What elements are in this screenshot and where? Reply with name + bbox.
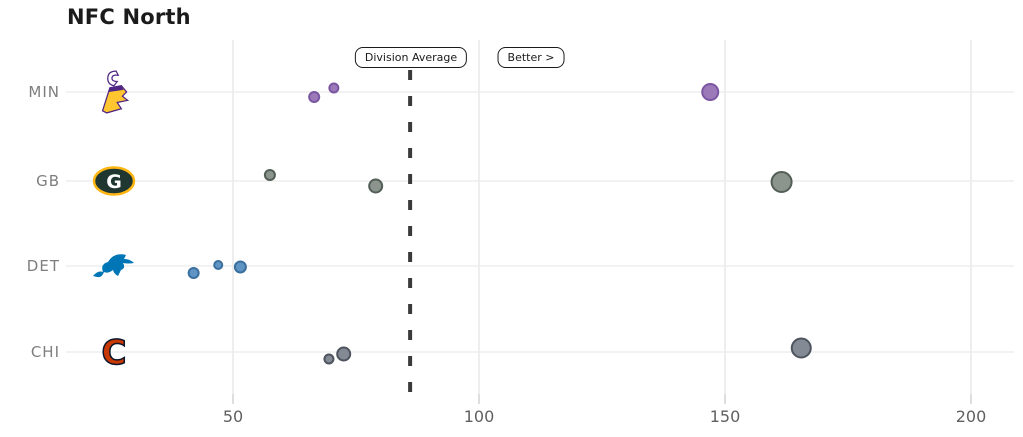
gb-data-point-2[interactable]	[368, 178, 384, 194]
x-tick-label-100: 100	[464, 407, 495, 426]
y-axis-label-gb: GB	[36, 172, 60, 190]
svg-text:C: C	[102, 333, 127, 373]
detroit-lions-logo	[90, 246, 138, 292]
y-axis-label-chi: CHI	[31, 343, 60, 361]
gb-data-point-3[interactable]	[770, 171, 793, 193]
minnesota-vikings-logo	[92, 69, 134, 119]
y-axis-label-det: DET	[27, 257, 60, 275]
green-bay-packers-logo: G	[92, 163, 136, 203]
svg-text:G: G	[106, 171, 122, 193]
det-data-point-3[interactable]	[233, 260, 247, 274]
chi-data-point-2[interactable]	[336, 346, 352, 362]
chicago-bears-logo: C	[92, 330, 136, 378]
x-tick-label-50: 50	[223, 407, 243, 426]
min-data-point-1[interactable]	[308, 91, 321, 103]
x-tick-label-200: 200	[956, 407, 987, 426]
x-tick-label-150: 150	[710, 407, 741, 426]
min-data-point-3[interactable]	[701, 83, 720, 101]
gb-data-point-1[interactable]	[263, 169, 276, 181]
y-axis-label-min: MIN	[28, 83, 60, 101]
division-average-label: Division Average	[354, 47, 468, 68]
min-data-point-2[interactable]	[328, 82, 340, 94]
chi-data-point-3[interactable]	[790, 337, 812, 359]
chi-data-point-1[interactable]	[323, 353, 335, 365]
det-data-point-2[interactable]	[213, 260, 224, 270]
better-direction-label: Better >	[497, 47, 565, 68]
chart-title: NFC North	[67, 5, 191, 29]
det-data-point-1[interactable]	[187, 267, 200, 279]
